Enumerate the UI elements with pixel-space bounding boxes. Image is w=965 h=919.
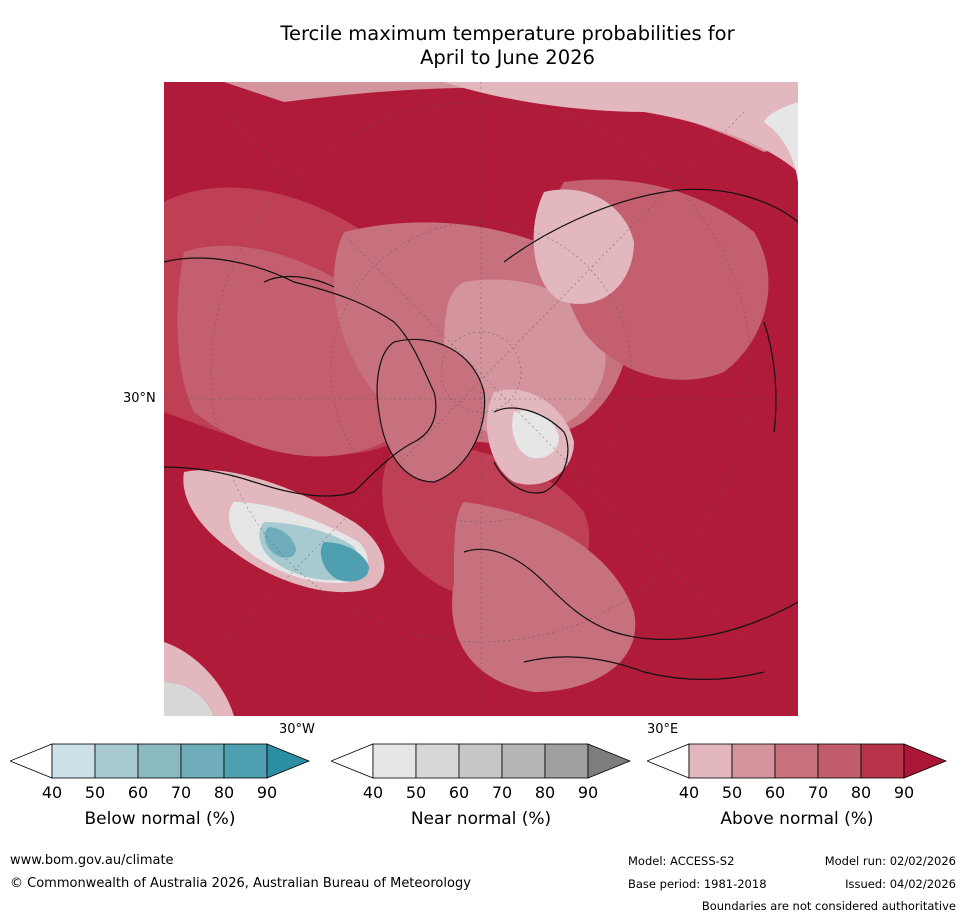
north-america-coast <box>164 257 437 497</box>
colorbar-tick-label: 50 <box>405 783 427 802</box>
meridian-diagonal-b <box>223 111 745 643</box>
colorbar-swatch <box>137 743 182 779</box>
colorbar-swatch <box>688 743 733 779</box>
colorbar-swatch <box>774 743 819 779</box>
colorbar-swatch <box>223 743 268 779</box>
colorbar-swatch <box>180 743 225 779</box>
colorbar-swatch <box>415 743 460 779</box>
colorbar-extend-low <box>10 743 53 779</box>
colorbar-swatch <box>51 743 96 779</box>
colorbar-swatch <box>94 743 139 779</box>
colorbar-tick-label: 80 <box>534 783 556 802</box>
colorbar-extend-low <box>647 743 690 779</box>
below-normal-80-patch-east <box>320 542 369 582</box>
below-normal-80-patch-west <box>264 527 296 558</box>
title-line-1: Tercile maximum temperature probabilitie… <box>280 22 735 45</box>
colorbar-swatches <box>647 743 947 779</box>
lat-label-30n: 30°N <box>123 391 156 406</box>
colorbar-ticks: 40 50 60 70 80 90 <box>647 783 947 803</box>
colorbar-tick-label: 60 <box>127 783 149 802</box>
graticule <box>164 82 798 716</box>
colorbar-swatch <box>544 743 589 779</box>
colorbar-ticks: 40 50 60 70 80 90 <box>10 783 310 803</box>
colorbar-tick-label: 50 <box>84 783 106 802</box>
footer-model-run: Model run: 02/02/2026 <box>824 854 956 868</box>
colorbar-tick-label: 90 <box>256 783 278 802</box>
europe-70-zone <box>452 502 636 692</box>
colorbar-tick-label: 70 <box>807 783 829 802</box>
colorbar-tick-label: 80 <box>213 783 235 802</box>
greenland-region <box>377 339 485 482</box>
colorbar-extend-high <box>903 743 947 779</box>
colorbar-extend-high <box>587 743 631 779</box>
colorbar-swatch <box>372 743 417 779</box>
above-normal-50-corner-band <box>164 642 234 716</box>
colorbar-swatch <box>817 743 862 779</box>
colorbar-swatches <box>331 743 631 779</box>
alaska-coast <box>263 276 335 288</box>
near-normal-patch-north <box>764 102 798 182</box>
colorbar-swatch <box>458 743 503 779</box>
lon-label-30e: 30°E <box>647 722 679 737</box>
near-normal-patch-arctic <box>512 410 559 459</box>
colorbar-label: Above normal (%) <box>720 809 874 829</box>
title-line-2: April to June 2026 <box>420 46 595 69</box>
colorbar-tick-label: 70 <box>170 783 192 802</box>
east-asia-coast <box>763 321 777 433</box>
colorbar-swatch <box>860 743 905 779</box>
footer-base-period: Base period: 1981-2018 <box>628 877 767 891</box>
colorbar-tick-label: 40 <box>41 783 63 802</box>
footer-model: Model: ACCESS-S2 <box>628 854 735 868</box>
colorbar-label: Below normal (%) <box>84 809 236 829</box>
colorbar-tick-label: 60 <box>764 783 786 802</box>
map-title: Tercile maximum temperature probabilitie… <box>160 22 855 70</box>
colorbar-tick-label: 90 <box>893 783 915 802</box>
colorbar-swatches <box>10 743 310 779</box>
colorbar-tick-label: 60 <box>448 783 470 802</box>
colorbar-near-normal: 40 50 60 70 80 90 Near normal (%) <box>331 743 631 853</box>
latitude-circle-80n <box>440 331 522 413</box>
probability-map <box>164 82 798 716</box>
footer-issued: Issued: 04/02/2026 <box>845 877 956 891</box>
mediterranean-coast <box>523 656 765 681</box>
colorbar-label: Near normal (%) <box>410 809 552 829</box>
colorbar-tick-label: 90 <box>577 783 599 802</box>
colorbar-tick-label: 50 <box>721 783 743 802</box>
colorbar-extend-low <box>331 743 374 779</box>
near-normal-corner-patch <box>164 682 214 716</box>
coastlines <box>164 188 798 681</box>
europe-coast <box>463 548 798 641</box>
colorbar-tick-label: 70 <box>491 783 513 802</box>
greenland-coast <box>376 338 486 483</box>
siberia-50-patch <box>533 189 634 304</box>
footer-website: www.bom.gov.au/climate <box>10 853 174 868</box>
colorbar-swatch <box>731 743 776 779</box>
lon-label-30w: 30°W <box>279 722 315 737</box>
colorbar-tick-label: 40 <box>678 783 700 802</box>
colorbar-swatch <box>501 743 546 779</box>
colorbar-above-normal: 40 50 60 70 80 90 Above normal (%) <box>647 743 947 853</box>
footer-copyright: © Commonwealth of Australia 2026, Austra… <box>10 876 471 891</box>
colorbar-ticks: 40 50 60 70 80 90 <box>331 783 631 803</box>
eurasia-coast <box>503 188 798 263</box>
colorbar-tick-label: 80 <box>850 783 872 802</box>
footer-disclaimer: Boundaries are not considered authoritat… <box>701 899 956 913</box>
north-arc-50-band <box>444 82 798 172</box>
colorbar-below-normal: 40 50 60 70 80 90 Below normal (%) <box>10 743 310 853</box>
colorbar-tick-label: 40 <box>362 783 384 802</box>
scandinavia-coast <box>493 407 569 494</box>
colorbar-extend-high <box>266 743 310 779</box>
